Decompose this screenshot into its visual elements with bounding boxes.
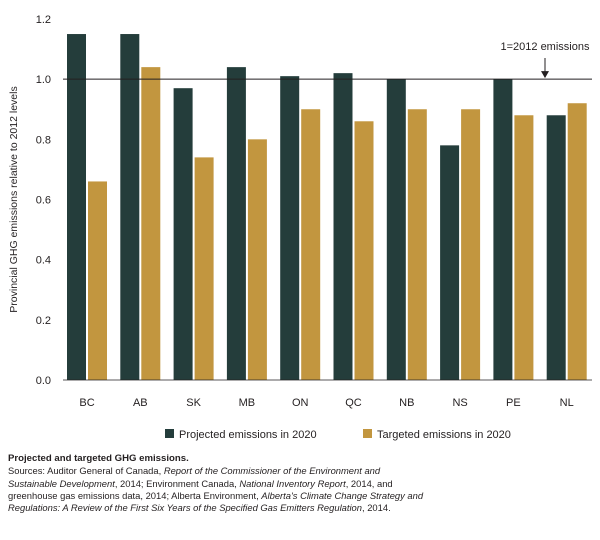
bar-targeted bbox=[301, 109, 321, 380]
bar-targeted bbox=[407, 109, 427, 380]
x-tick-label: NL bbox=[560, 397, 574, 409]
bar-projected bbox=[386, 79, 406, 381]
y-tick-label: 1.2 bbox=[36, 14, 51, 26]
legend-label: Targeted emissions in 2020 bbox=[377, 429, 511, 441]
bar-projected bbox=[493, 79, 513, 381]
caption-source-text: , 2014, and greenhouse gas emissions dat… bbox=[8, 477, 393, 501]
caption-source-text: , 2014. bbox=[362, 502, 391, 514]
caption-source-text: , 2014; Environment Canada, bbox=[114, 477, 240, 489]
caption-sources: Sources: Auditor General of Canada, Repo… bbox=[8, 465, 428, 514]
y-tick-label: 0.2 bbox=[36, 315, 51, 327]
caption-title: Projected and targeted GHG emissions. bbox=[8, 453, 189, 464]
bar-projected bbox=[173, 88, 193, 381]
legend-swatch bbox=[363, 429, 372, 438]
bar-projected bbox=[120, 34, 140, 381]
caption-source-text: Sources: Auditor General of Canada, bbox=[8, 465, 164, 477]
x-tick-label: PE bbox=[506, 397, 521, 409]
bar-targeted bbox=[461, 109, 481, 380]
x-tick-label: ON bbox=[292, 397, 309, 409]
x-tick-label: NS bbox=[452, 397, 467, 409]
y-tick-label: 0.4 bbox=[36, 255, 51, 267]
x-tick-label: QC bbox=[345, 397, 362, 409]
bar-targeted bbox=[88, 181, 107, 380]
y-tick-label: 0.0 bbox=[36, 375, 51, 387]
caption-source-title: Alberta's Climate Change Strategy and Re… bbox=[8, 489, 424, 514]
y-tick-label: 0.6 bbox=[36, 195, 51, 207]
bar-projected bbox=[333, 73, 353, 381]
bar-targeted bbox=[141, 67, 161, 380]
bar-chart: 0.0 0.2 0.4 0.6 0.8 1.0 1.2 Provincial GHG emis… bbox=[8, 14, 592, 441]
y-tick-label: 0.8 bbox=[36, 134, 51, 146]
bar-targeted bbox=[247, 139, 267, 380]
x-tick-label: NB bbox=[399, 397, 414, 409]
figure-caption: Projected and targeted GHG emissions. So… bbox=[8, 453, 428, 514]
bar-targeted bbox=[567, 103, 587, 380]
bar-projected bbox=[440, 145, 460, 380]
legend-swatch bbox=[165, 429, 174, 438]
y-tick-label: 1.0 bbox=[36, 74, 51, 86]
bar-projected bbox=[280, 76, 300, 381]
x-tick-label: AB bbox=[133, 397, 148, 409]
bar-projected bbox=[546, 115, 566, 381]
legend-label: Projected emissions in 2020 bbox=[179, 429, 317, 441]
caption-source-title: National Inventory Report bbox=[239, 477, 346, 489]
bar-targeted bbox=[354, 121, 374, 381]
x-tick-label: BC bbox=[79, 397, 94, 409]
caption-source-title: Report of the Commissioner of the Enviro… bbox=[8, 465, 381, 489]
reference-line-label: 1=2012 emissions bbox=[501, 41, 590, 53]
bar-projected bbox=[226, 67, 246, 380]
bar-targeted bbox=[514, 115, 534, 381]
reference-arrow-head bbox=[541, 71, 549, 79]
bar-projected bbox=[67, 34, 86, 381]
x-tick-label: MB bbox=[239, 397, 256, 409]
bar-targeted bbox=[194, 157, 214, 380]
x-tick-label: SK bbox=[186, 397, 201, 409]
y-axis-label: Provincial GHG emissions relative to 201… bbox=[8, 86, 20, 312]
